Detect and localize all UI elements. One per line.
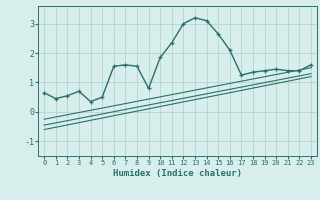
X-axis label: Humidex (Indice chaleur): Humidex (Indice chaleur) [113, 169, 242, 178]
